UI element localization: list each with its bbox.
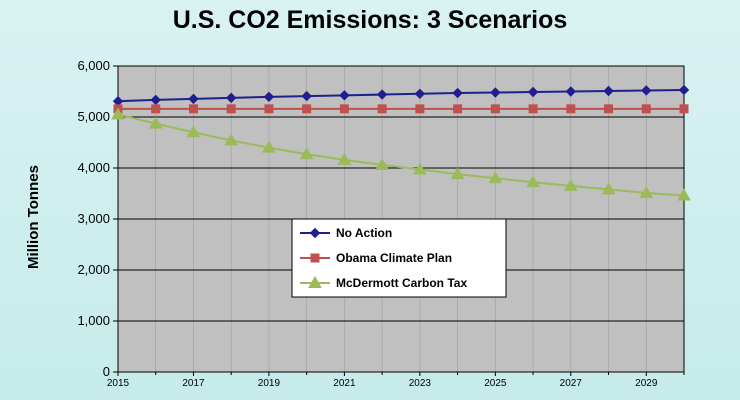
data-point-triangle bbox=[413, 162, 427, 175]
series-line-mcdermott-carbon-tax bbox=[117, 113, 685, 197]
y-tick-label: 2,000 bbox=[77, 262, 110, 277]
data-point-diamond bbox=[301, 90, 312, 102]
data-point-diamond bbox=[565, 86, 577, 97]
data-point-square bbox=[453, 104, 463, 114]
data-point-square bbox=[566, 104, 576, 114]
data-point-square bbox=[226, 104, 236, 114]
data-point-square bbox=[415, 104, 425, 114]
data-point-square bbox=[604, 104, 614, 114]
data-point-diamond bbox=[527, 86, 539, 98]
data-point-diamond bbox=[339, 90, 350, 101]
series-line-no-action bbox=[117, 88, 685, 103]
x-tick-label: 2029 bbox=[635, 378, 658, 389]
data-point-triangle bbox=[677, 188, 691, 201]
data-point-diamond bbox=[225, 92, 237, 104]
data-point-triangle bbox=[224, 133, 239, 146]
data-point-square bbox=[641, 104, 651, 114]
legend-entry-label: McDermott Carbon Tax bbox=[336, 276, 467, 290]
x-tick-label: 2019 bbox=[258, 378, 281, 389]
data-point-triangle bbox=[111, 107, 125, 120]
x-tick-label: 2017 bbox=[182, 378, 205, 389]
data-point-diamond bbox=[490, 87, 501, 98]
data-point-triangle bbox=[308, 275, 322, 288]
data-point-triangle bbox=[450, 167, 465, 180]
data-point-diamond bbox=[263, 91, 275, 103]
data-point-triangle bbox=[601, 182, 616, 195]
data-point-square bbox=[188, 104, 198, 114]
data-point-triangle bbox=[526, 175, 540, 188]
data-point-square bbox=[264, 104, 274, 114]
chart-title: U.S. CO2 Emissions: 3 Scenarios bbox=[173, 6, 568, 34]
data-point-square bbox=[151, 104, 161, 114]
x-tick-label: 2023 bbox=[409, 378, 432, 389]
data-point-square bbox=[310, 253, 320, 263]
data-point-diamond bbox=[452, 87, 463, 99]
y-tick-label: 3,000 bbox=[77, 211, 110, 226]
x-tick-label: 2021 bbox=[333, 378, 356, 389]
legend: No Action Obama Climate Plan McDermott Car… bbox=[291, 218, 507, 298]
data-point-triangle bbox=[488, 171, 503, 184]
x-tick-label: 2015 bbox=[107, 378, 130, 389]
data-point-square bbox=[679, 104, 689, 114]
y-tick-label: 0 bbox=[103, 364, 110, 379]
data-point-square bbox=[528, 104, 538, 114]
legend-entry-label: No Action bbox=[336, 226, 392, 240]
data-point-diamond bbox=[376, 89, 388, 100]
data-point-square bbox=[490, 104, 500, 114]
y-axis-label: Million Tonnes bbox=[25, 165, 42, 269]
plot-border bbox=[117, 65, 685, 373]
plot-area: 0 1,000 2,000 3,000 4,000 5,000 6,000 2015 2017 2… bbox=[77, 58, 691, 389]
x-tick-label: 2025 bbox=[484, 378, 507, 389]
data-point-diamond bbox=[603, 85, 614, 97]
data-point-triangle bbox=[375, 157, 389, 170]
data-point-triangle bbox=[299, 147, 314, 160]
y-tick-label: 6,000 bbox=[77, 58, 110, 73]
data-point-square bbox=[302, 104, 312, 114]
data-point-square bbox=[339, 104, 349, 114]
data-point-triangle bbox=[563, 178, 578, 191]
data-point-square bbox=[377, 104, 387, 114]
legend-entry-label: Obama Climate Plan bbox=[336, 251, 452, 265]
data-point-triangle bbox=[337, 152, 352, 165]
y-tick-label: 5,000 bbox=[77, 109, 110, 124]
data-point-triangle bbox=[186, 125, 201, 138]
data-point-diamond bbox=[188, 93, 199, 105]
data-point-triangle bbox=[639, 185, 654, 198]
data-point-diamond bbox=[414, 88, 426, 100]
y-tick-label: 1,000 bbox=[77, 313, 110, 328]
data-point-diamond bbox=[678, 84, 690, 96]
data-point-triangle bbox=[262, 140, 276, 153]
x-tick-label: 2027 bbox=[560, 378, 583, 389]
data-point-diamond bbox=[309, 227, 321, 239]
data-point-diamond bbox=[641, 85, 652, 96]
y-tick-label: 4,000 bbox=[77, 160, 110, 175]
data-point-triangle bbox=[148, 116, 163, 129]
